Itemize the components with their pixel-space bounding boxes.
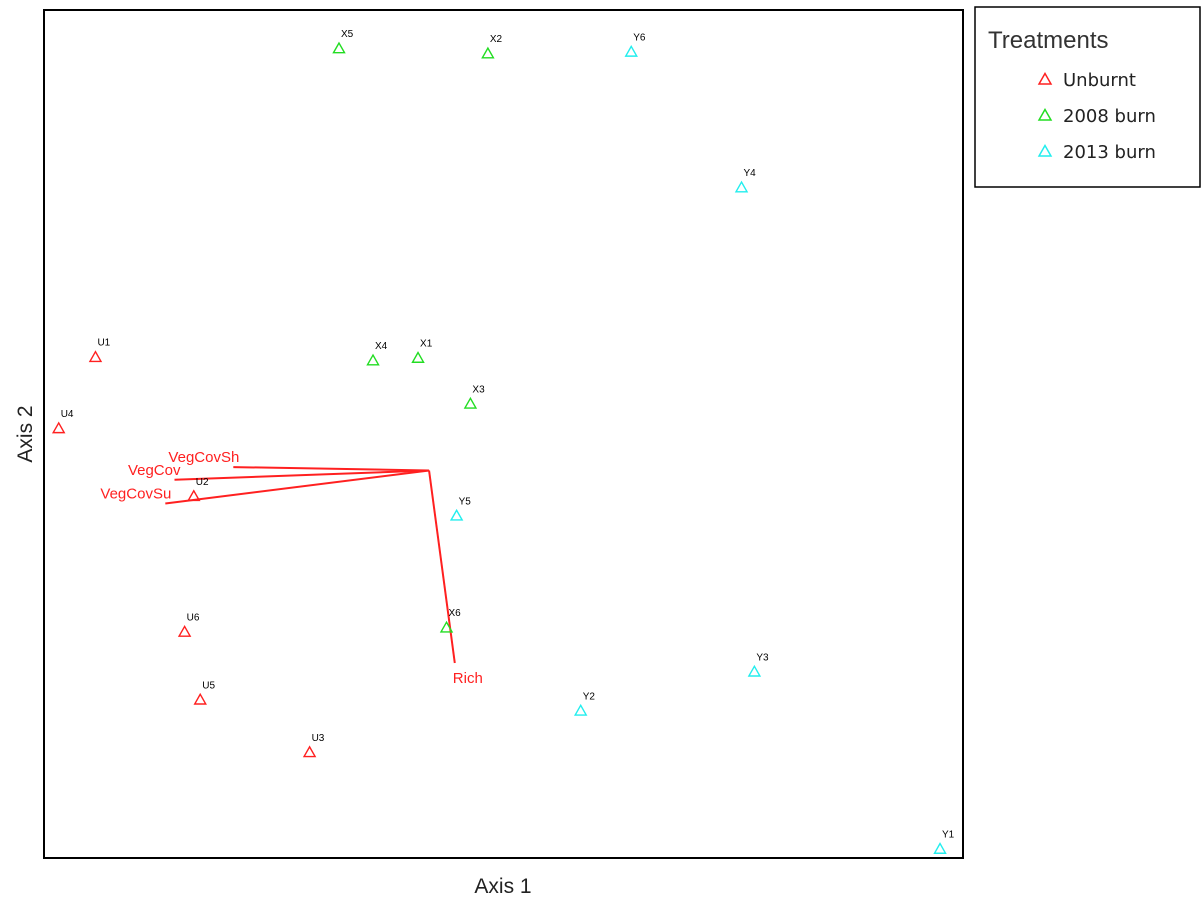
- point-y5: [449, 508, 464, 521]
- point-u2: [187, 489, 201, 502]
- point-y4: [734, 180, 749, 193]
- point-label-x1: X1: [420, 339, 433, 350]
- point-x1: [411, 351, 425, 363]
- legend-entries: Unburnt 2008 burn 2013 burn: [1037, 70, 1156, 163]
- point-label-y3: Y3: [756, 652, 769, 663]
- point-y2: [573, 703, 588, 716]
- point-label-x5: X5: [341, 29, 354, 40]
- vector-vegcov: [174, 469, 430, 481]
- point-u6: [177, 625, 192, 637]
- point-label-x4: X4: [375, 341, 388, 352]
- point-u3: [302, 745, 317, 758]
- vector-label-vegcov: VegCov: [128, 462, 181, 479]
- point-y3: [747, 664, 762, 677]
- legend: Treatments Unburnt 2008 burn 2013 burn: [974, 6, 1201, 188]
- point-label-u5: U5: [202, 680, 215, 691]
- point-y1: [933, 842, 947, 854]
- point-label-y5: Y5: [459, 496, 472, 507]
- point-x6: [439, 620, 454, 633]
- point-u1: [88, 350, 103, 363]
- plot-frame: [43, 9, 964, 859]
- vector-rich: [428, 470, 456, 664]
- point-u4: [51, 421, 66, 434]
- vector-vegcovsu: [165, 469, 430, 505]
- legend-label-2008-burn: 2008 burn: [1063, 106, 1156, 127]
- legend-marker-unburnt: [1037, 71, 1053, 85]
- vector-label-vegcovsh: VegCovSh: [168, 449, 239, 466]
- point-label-x2: X2: [490, 34, 503, 45]
- vector-label-rich: Rich: [453, 670, 483, 687]
- point-label-x3: X3: [472, 384, 485, 395]
- point-label-u2: U2: [196, 477, 209, 488]
- legend-box: [974, 6, 1201, 188]
- legend-marker-2013-burn: [1037, 143, 1053, 157]
- points-layer: U1 U2 U3 U4 U5 U6 X1 X2 X3 X4 X5 X6 Y1 Y2 Y3 Y4 Y5 Y6: [51, 29, 955, 854]
- point-label-u3: U3: [312, 733, 325, 744]
- point-label-u4: U4: [61, 409, 74, 420]
- point-x3: [463, 396, 478, 409]
- legend-marker-2008-burn: [1037, 107, 1053, 121]
- point-label-y4: Y4: [744, 168, 757, 179]
- legend-title: Treatments: [988, 27, 1108, 54]
- legend-label-2013-burn: 2013 burn: [1063, 142, 1156, 163]
- point-label-x6: X6: [449, 608, 462, 619]
- point-x2: [481, 46, 495, 59]
- point-label-u1: U1: [97, 338, 110, 349]
- point-label-u6: U6: [187, 612, 200, 623]
- legend-label-unburnt: Unburnt: [1063, 70, 1136, 91]
- point-label-y6: Y6: [633, 32, 646, 43]
- point-y6: [624, 44, 638, 57]
- vector-label-vegcovsu: VegCovSu: [100, 486, 171, 503]
- point-label-y1: Y1: [942, 830, 955, 841]
- point-u5: [193, 692, 207, 705]
- point-x4: [366, 353, 380, 366]
- point-x5: [332, 41, 346, 54]
- point-label-y2: Y2: [583, 691, 596, 702]
- x-axis-title: Axis 1: [474, 875, 531, 898]
- y-axis-title: Axis 2: [14, 405, 37, 462]
- vector-vegcovsh: [233, 466, 430, 472]
